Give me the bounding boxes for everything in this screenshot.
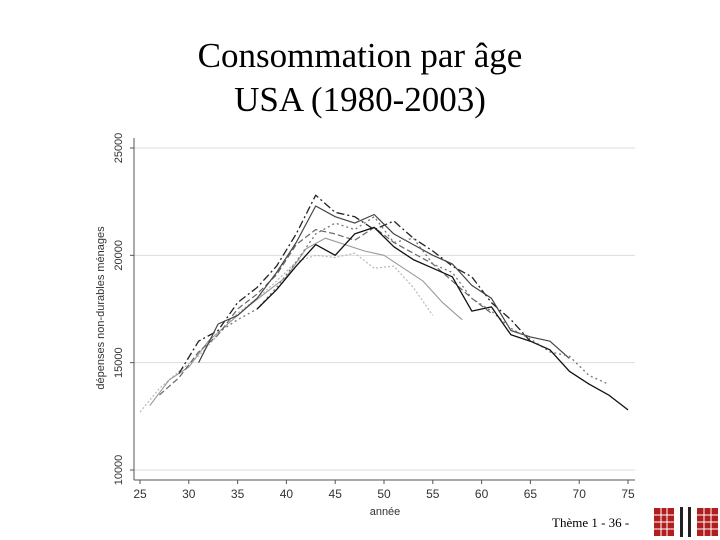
- gridlines: [134, 147, 635, 471]
- x-tick-label: 60: [475, 487, 489, 501]
- series-line-3: [159, 226, 492, 396]
- y-tick-label: 25000: [113, 133, 125, 164]
- y-tick-label: 15000: [113, 347, 125, 378]
- series-line-7: [256, 226, 629, 411]
- series-lines: [139, 194, 629, 413]
- series-line-5: [198, 205, 570, 363]
- x-tick-label: 35: [231, 487, 245, 501]
- y-axis-title: dépenses non-durables ménages: [95, 226, 107, 390]
- series-line-6: [217, 216, 609, 385]
- x-ticks: 25 30 35 40 45 50 55 60 65 70 75: [133, 480, 635, 501]
- series-line-1: [139, 252, 434, 413]
- x-tick-label: 70: [573, 487, 587, 501]
- institution-logo-icon: [654, 507, 718, 537]
- series-line-4: [178, 194, 531, 374]
- consumption-age-line-chart: 10000 15000 20000 25000 25 30 35 40 45 50 55 60 65 7…: [95, 133, 635, 518]
- slide-footer: Thème 1 - 36 -: [552, 515, 630, 530]
- x-tick-label: 75: [621, 487, 635, 501]
- x-tick-label: 65: [524, 487, 538, 501]
- x-tick-label: 40: [280, 487, 294, 501]
- y-tick-label: 10000: [113, 455, 125, 486]
- x-axis-title: année: [370, 506, 401, 518]
- x-tick-label: 30: [182, 487, 196, 501]
- slide-title-line1: Consommation par âge: [197, 36, 523, 75]
- series-line-2: [149, 237, 463, 406]
- slide-title-line2: USA (1980-2003): [234, 80, 486, 119]
- slide-title: Consommation par âge USA (1980-2003): [0, 34, 720, 122]
- y-ticks: 10000 15000 20000 25000: [113, 133, 134, 486]
- x-tick-label: 55: [426, 487, 440, 501]
- y-tick-label: 20000: [113, 240, 125, 271]
- x-tick-label: 25: [133, 487, 147, 501]
- x-tick-label: 50: [377, 487, 391, 501]
- x-tick-label: 45: [329, 487, 343, 501]
